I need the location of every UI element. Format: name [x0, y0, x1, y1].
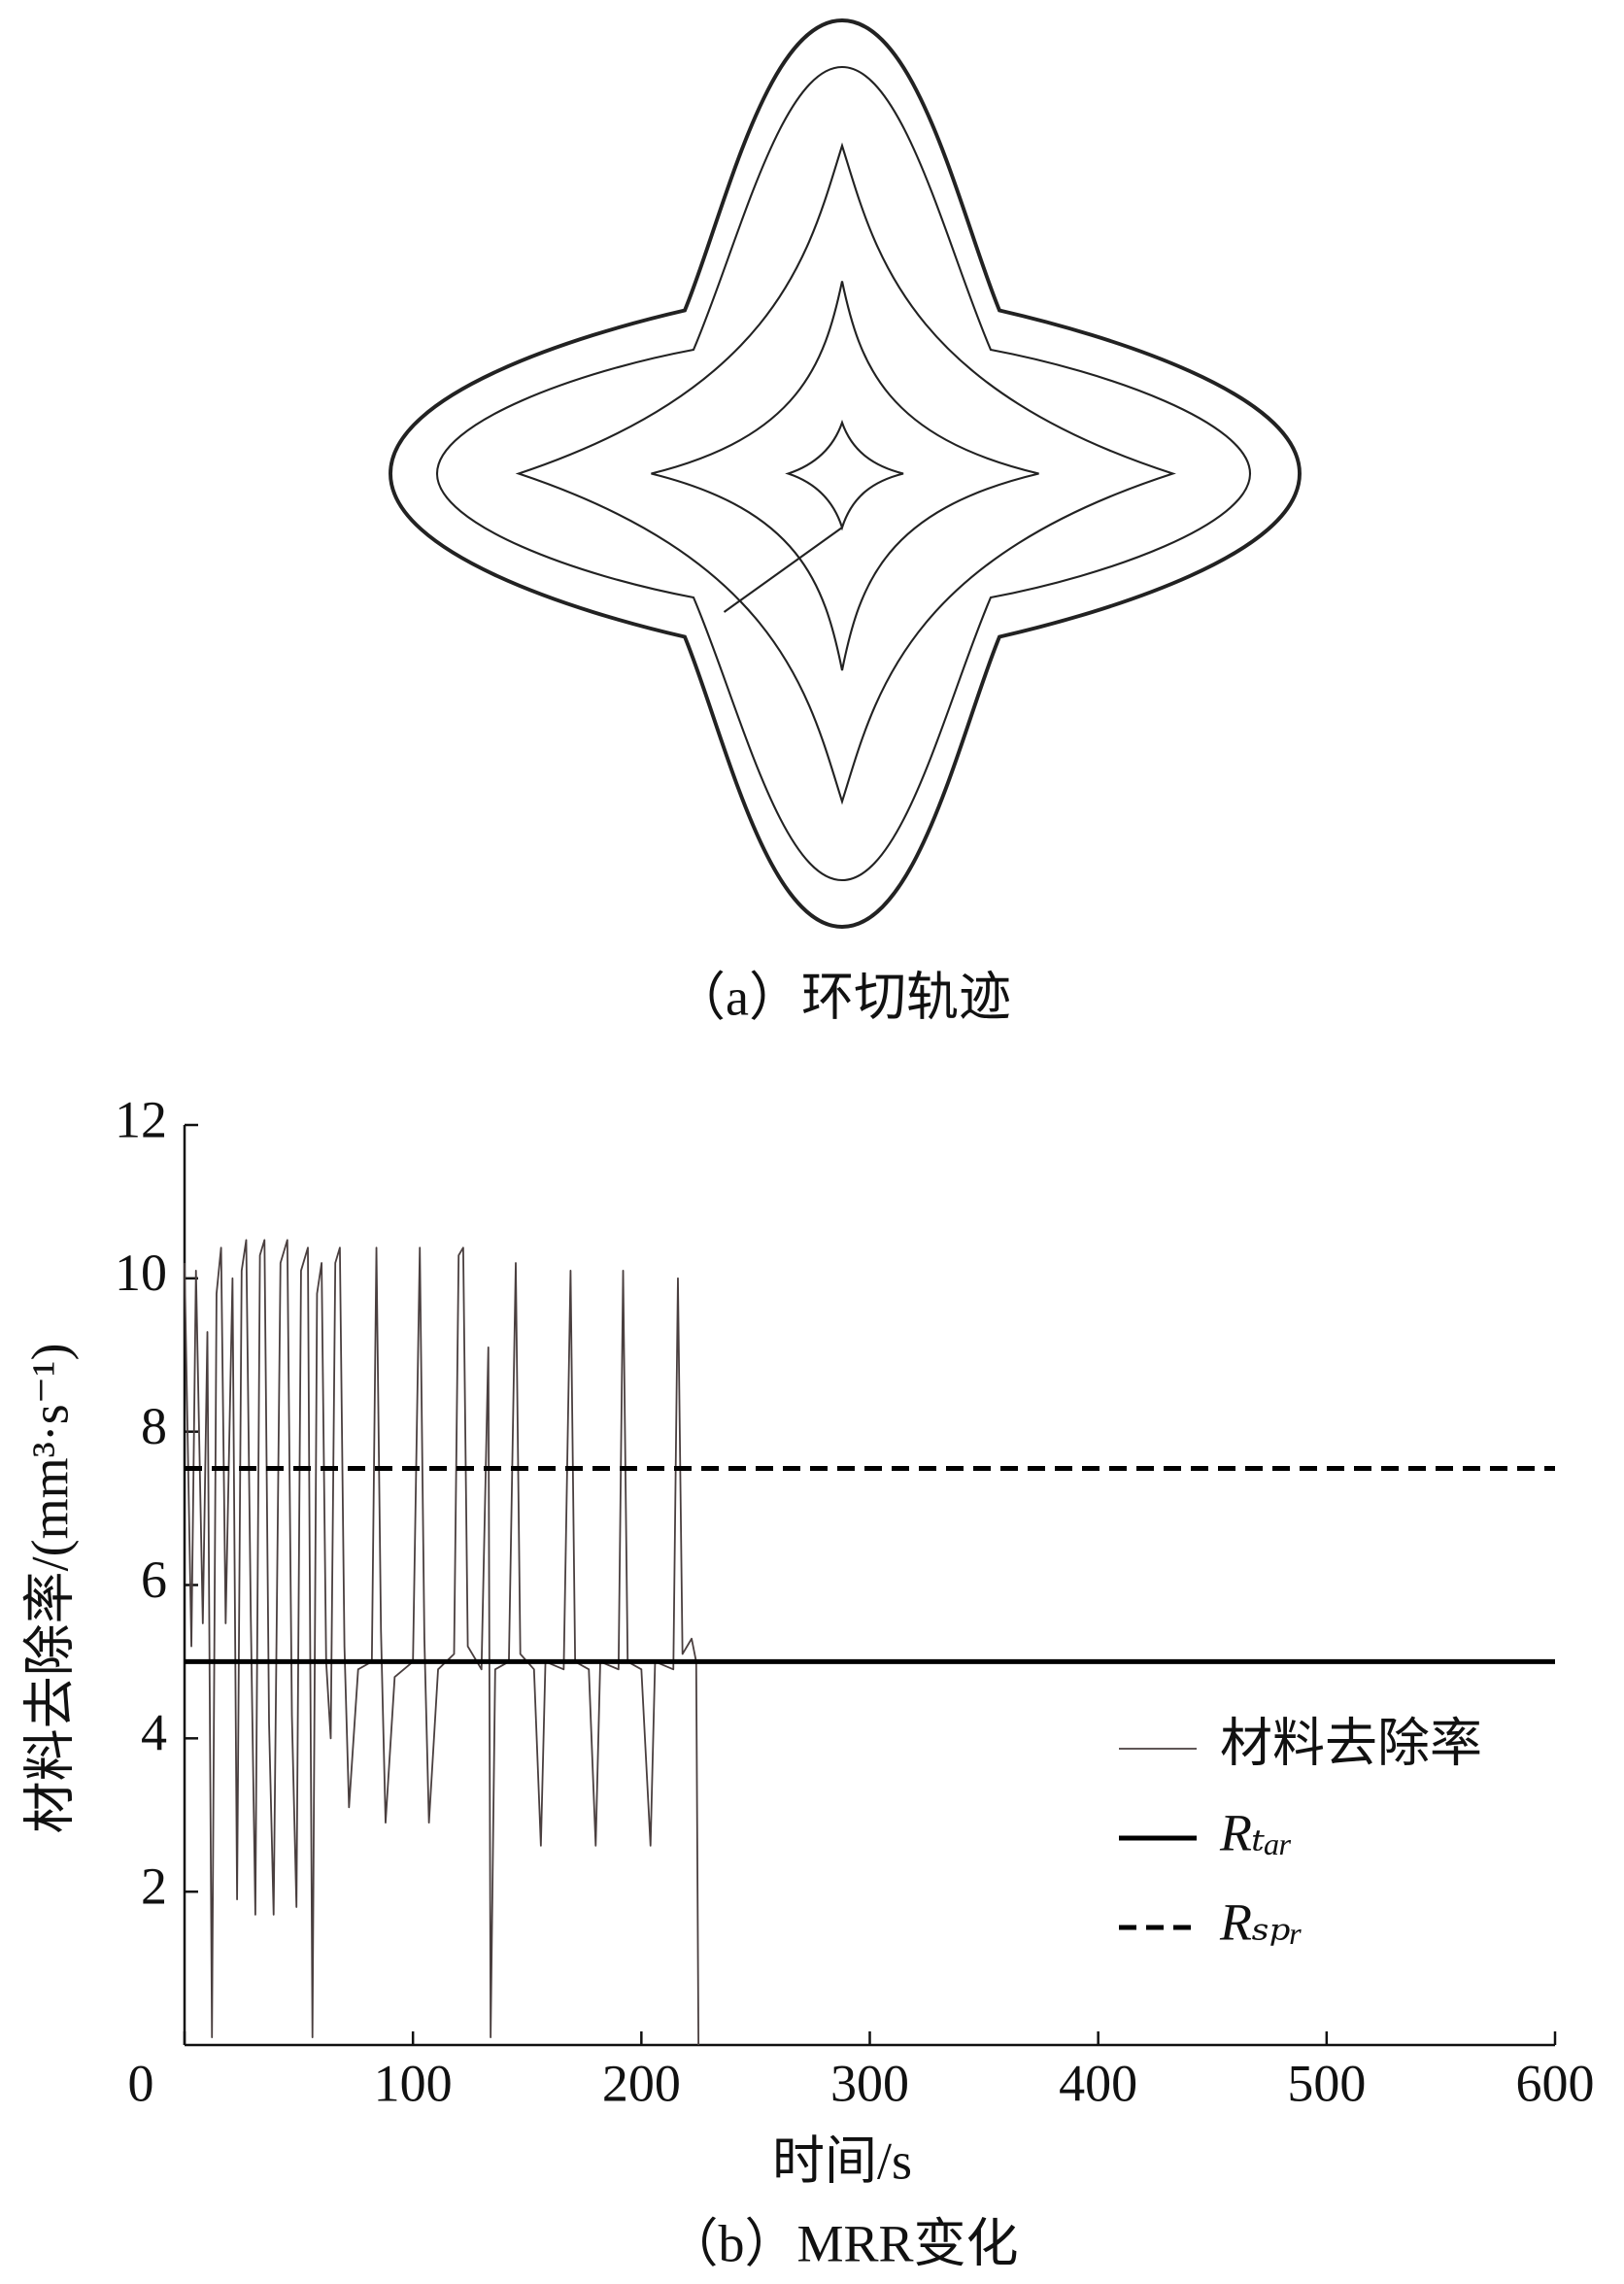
- legend-label: Rₜₐᵣ: [1219, 1803, 1293, 1861]
- x-axis-label: 时间/s: [772, 2131, 912, 2190]
- toolpath-diagram: [389, 18, 1302, 929]
- x-tick-label: 400: [1059, 2054, 1137, 2112]
- y-tick-label: 6: [141, 1551, 167, 1609]
- chart-caption: （b）MRR变化: [665, 2214, 1018, 2272]
- y-tick-label: 4: [141, 1704, 167, 1762]
- series-line: [184, 1239, 700, 2046]
- x-tick-label: 100: [374, 2054, 453, 2112]
- x-tick-label: 600: [1516, 2054, 1595, 2112]
- y-tick-label: 12: [115, 1090, 167, 1148]
- y-axis-label: 材料去除率/(mm³·s⁻¹): [20, 1344, 79, 1834]
- y-tick-label: 2: [141, 1858, 167, 1916]
- x-tick-label: 200: [602, 2054, 681, 2112]
- legend-label: 材料去除率: [1220, 1714, 1482, 1772]
- diagram-caption: （a）环切轨迹: [673, 968, 1011, 1026]
- y-tick-label: 8: [141, 1397, 167, 1455]
- x-tick-label: 300: [830, 2054, 909, 2112]
- legend-label: Rₛₚᵣ: [1219, 1892, 1303, 1951]
- x-tick-label: 0: [128, 2054, 154, 2112]
- x-tick-label: 500: [1287, 2054, 1366, 2112]
- y-tick-label: 10: [115, 1244, 167, 1302]
